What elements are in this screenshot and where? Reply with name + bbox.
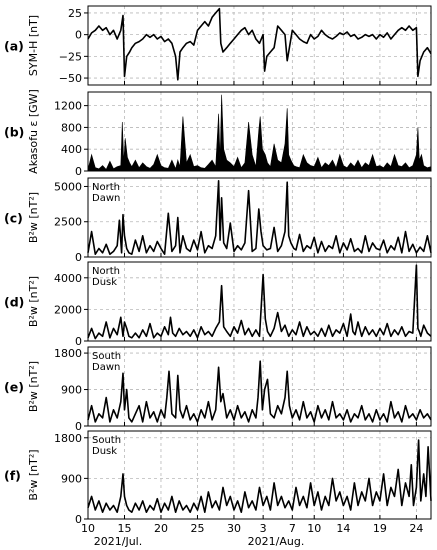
y-tick-label: 2000 bbox=[54, 303, 82, 316]
panel-annotation: Dawn bbox=[92, 362, 120, 373]
y-tick-label: 0 bbox=[75, 420, 82, 433]
y-axis-label: B²w [nT²] bbox=[27, 449, 40, 500]
panel-annotation: North bbox=[92, 182, 120, 193]
y-tick-label: 900 bbox=[61, 384, 82, 397]
y-tick-label: 1200 bbox=[54, 100, 82, 113]
panel-label: (c) bbox=[4, 211, 23, 226]
series-area-2 bbox=[87, 94, 432, 172]
series-line-5 bbox=[87, 360, 432, 423]
y-tick-label: 25 bbox=[68, 7, 82, 20]
panel-annotation: Dusk bbox=[92, 277, 117, 288]
panel-frame bbox=[87, 261, 432, 342]
panel-label: (b) bbox=[4, 125, 24, 140]
y-tick-label: 800 bbox=[61, 121, 82, 134]
panel-annotation: South bbox=[92, 435, 121, 446]
x-tick-label: 30 bbox=[227, 522, 241, 535]
y-tick-label: −50 bbox=[59, 72, 82, 85]
series-line-4 bbox=[87, 264, 432, 340]
y-axis-label: SYM-H [nT] bbox=[27, 15, 40, 76]
x-tick-label: 10 bbox=[81, 522, 95, 535]
y-tick-label: 1800 bbox=[54, 432, 82, 445]
y-tick-label: 0 bbox=[75, 165, 82, 178]
x-tick-label: 7 bbox=[289, 522, 296, 535]
panel-frame bbox=[87, 346, 432, 427]
panel-label: (a) bbox=[4, 39, 24, 54]
x-tick-label: 24 bbox=[409, 522, 423, 535]
y-tick-label: 0 bbox=[75, 251, 82, 264]
x-tick-label: 14 bbox=[336, 522, 350, 535]
x-tick-label: 19 bbox=[373, 522, 387, 535]
panel-annotation: Dawn bbox=[92, 193, 120, 204]
panel-frame bbox=[87, 91, 432, 172]
x-tick-label: 3 bbox=[260, 522, 267, 535]
x-tick-label: 25 bbox=[190, 522, 204, 535]
series-line-6 bbox=[87, 439, 432, 513]
y-tick-label: 0 bbox=[75, 513, 82, 526]
panel-label: (e) bbox=[4, 380, 24, 395]
panel-frame bbox=[87, 5, 432, 86]
panel-1: 25 0 −25 −50 (a) SYM-H [nT] bbox=[4, 5, 432, 86]
y-axis-label: Akasofu ε [GW] bbox=[27, 89, 40, 174]
shared-time-axis: 2021/Jul. 2021/Aug. 10 15 20 25 30 3 7 10 14 19 24 bbox=[81, 522, 423, 548]
y-tick-label: 900 bbox=[61, 472, 82, 485]
x-tick-label: 20 bbox=[154, 522, 168, 535]
y-tick-label: 4000 bbox=[54, 272, 82, 285]
panel-annotation: North bbox=[92, 266, 120, 277]
panel-frame bbox=[87, 177, 432, 258]
y-tick-label: 0 bbox=[75, 29, 82, 42]
panel-label: (d) bbox=[4, 295, 24, 310]
month-label-jul: 2021/Jul. bbox=[94, 535, 142, 548]
panel-annotation: Dusk bbox=[92, 446, 117, 457]
y-axis-label: B²w [nT²] bbox=[27, 361, 40, 412]
y-tick-label: 0 bbox=[75, 335, 82, 348]
month-label-aug: 2021/Aug. bbox=[248, 535, 305, 548]
panel-label: (f) bbox=[4, 468, 21, 483]
series-line-1 bbox=[87, 7, 432, 81]
panel-2: 0 400 800 1200 (b) Akasofu ε [GW] bbox=[4, 89, 432, 178]
y-axis-label: B²w [nT²] bbox=[27, 192, 40, 243]
series-line-3 bbox=[87, 180, 432, 255]
x-tick-label: 15 bbox=[117, 522, 131, 535]
y-tick-label: 400 bbox=[61, 143, 82, 156]
panel-annotation: South bbox=[92, 351, 121, 362]
y-tick-label: 1800 bbox=[54, 347, 82, 360]
y-axis-label: B²w [nT²] bbox=[27, 276, 40, 327]
y-tick-label: −25 bbox=[59, 50, 82, 63]
panel-frame bbox=[87, 430, 432, 520]
x-tick-label: 10 bbox=[307, 522, 321, 535]
y-tick-label: 2500 bbox=[54, 216, 82, 229]
y-tick-label: 5000 bbox=[54, 180, 82, 193]
